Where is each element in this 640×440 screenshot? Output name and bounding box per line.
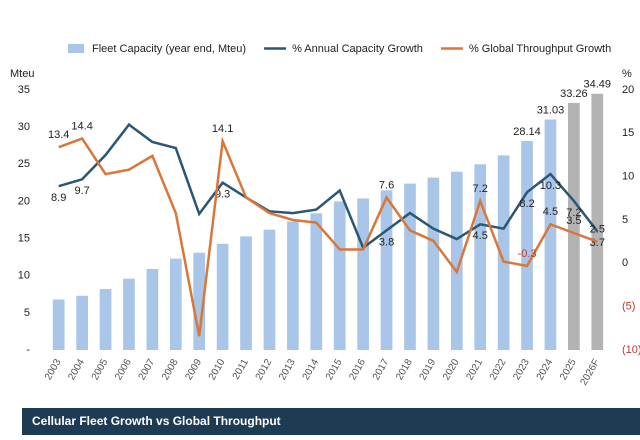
line-value-label: 9.7 [74,185,89,197]
line-series [58,136,598,337]
line-value-label: 3.5 [566,215,581,227]
bar [52,299,65,350]
line-value-label: 9.3 [215,189,230,201]
bar [263,229,276,350]
bar [497,155,510,350]
y-tick-label: 25 [18,158,30,170]
bar [591,93,604,350]
y2-tick-label: 0 [622,257,628,269]
y2-tick-label: (10) [622,344,640,356]
footer-title: Cellular Fleet Growth vs Global Throughp… [32,414,281,428]
bar [568,102,580,350]
line-value-label: 14.1 [212,123,233,135]
bar [404,183,416,350]
y-tick-label: 20 [18,195,30,207]
y2-tick-label: 10 [622,171,634,183]
bar [287,221,299,350]
y2-tick-label: 20 [622,84,634,96]
line-value-label: 7.6 [379,179,394,191]
bar [521,140,533,350]
y-tick-label: - [26,344,30,356]
bar [169,258,182,350]
bar [76,295,88,350]
bar [310,213,323,350]
y2-axis-label: % [622,68,632,80]
bar [544,119,557,351]
bar [216,243,229,350]
line-value-label: 14.4 [71,120,92,132]
line-value-label: 8.9 [51,192,66,204]
bar [240,236,252,350]
y2-tick-label: 5 [622,214,628,226]
bar [99,289,112,350]
line-value-label: 13.4 [48,129,69,141]
legend-label: Fleet Capacity (year end, Mteu) [92,43,246,55]
bar [427,177,440,350]
line-value-label: 3.8 [379,236,394,248]
line-value-label: 7.2 [566,207,581,219]
line-value-label: 2.5 [590,224,605,236]
footer-bar [22,408,640,435]
bar [380,190,393,350]
line-series [58,122,599,250]
y2-tick-label: (5) [622,301,635,313]
legend-label: % Global Throughput Growth [469,43,611,55]
y2-tick-label: 15 [622,127,634,139]
line-value-label: 8.2 [519,198,534,210]
line-value-label: -0.3 [518,248,537,260]
line-value-label: 10.3 [540,180,561,192]
y-axis-label: Mteu [10,68,34,80]
bar [123,278,135,350]
bar-value-label: 28.14 [513,126,541,138]
line-value-label: 7.2 [473,183,488,195]
y-tick-label: 5 [24,307,30,319]
bar-value-label: 33.26 [560,88,588,100]
y-tick-label: 10 [18,270,30,282]
line-value-label: 4.5 [473,230,488,242]
bar [333,201,346,350]
line-value-label: 4.5 [543,206,558,218]
bar [450,171,463,350]
legend-swatch [68,44,84,53]
bar [146,269,159,350]
y-tick-label: 35 [18,84,30,96]
bar-value-label: 31.03 [537,104,565,116]
bar [357,198,369,350]
y-tick-label: 30 [18,121,30,133]
y-tick-label: 15 [18,232,30,244]
legend-label: % Annual Capacity Growth [292,43,423,55]
bar-value-label: 34.49 [584,79,612,91]
bar [474,164,487,350]
bar [193,252,206,350]
